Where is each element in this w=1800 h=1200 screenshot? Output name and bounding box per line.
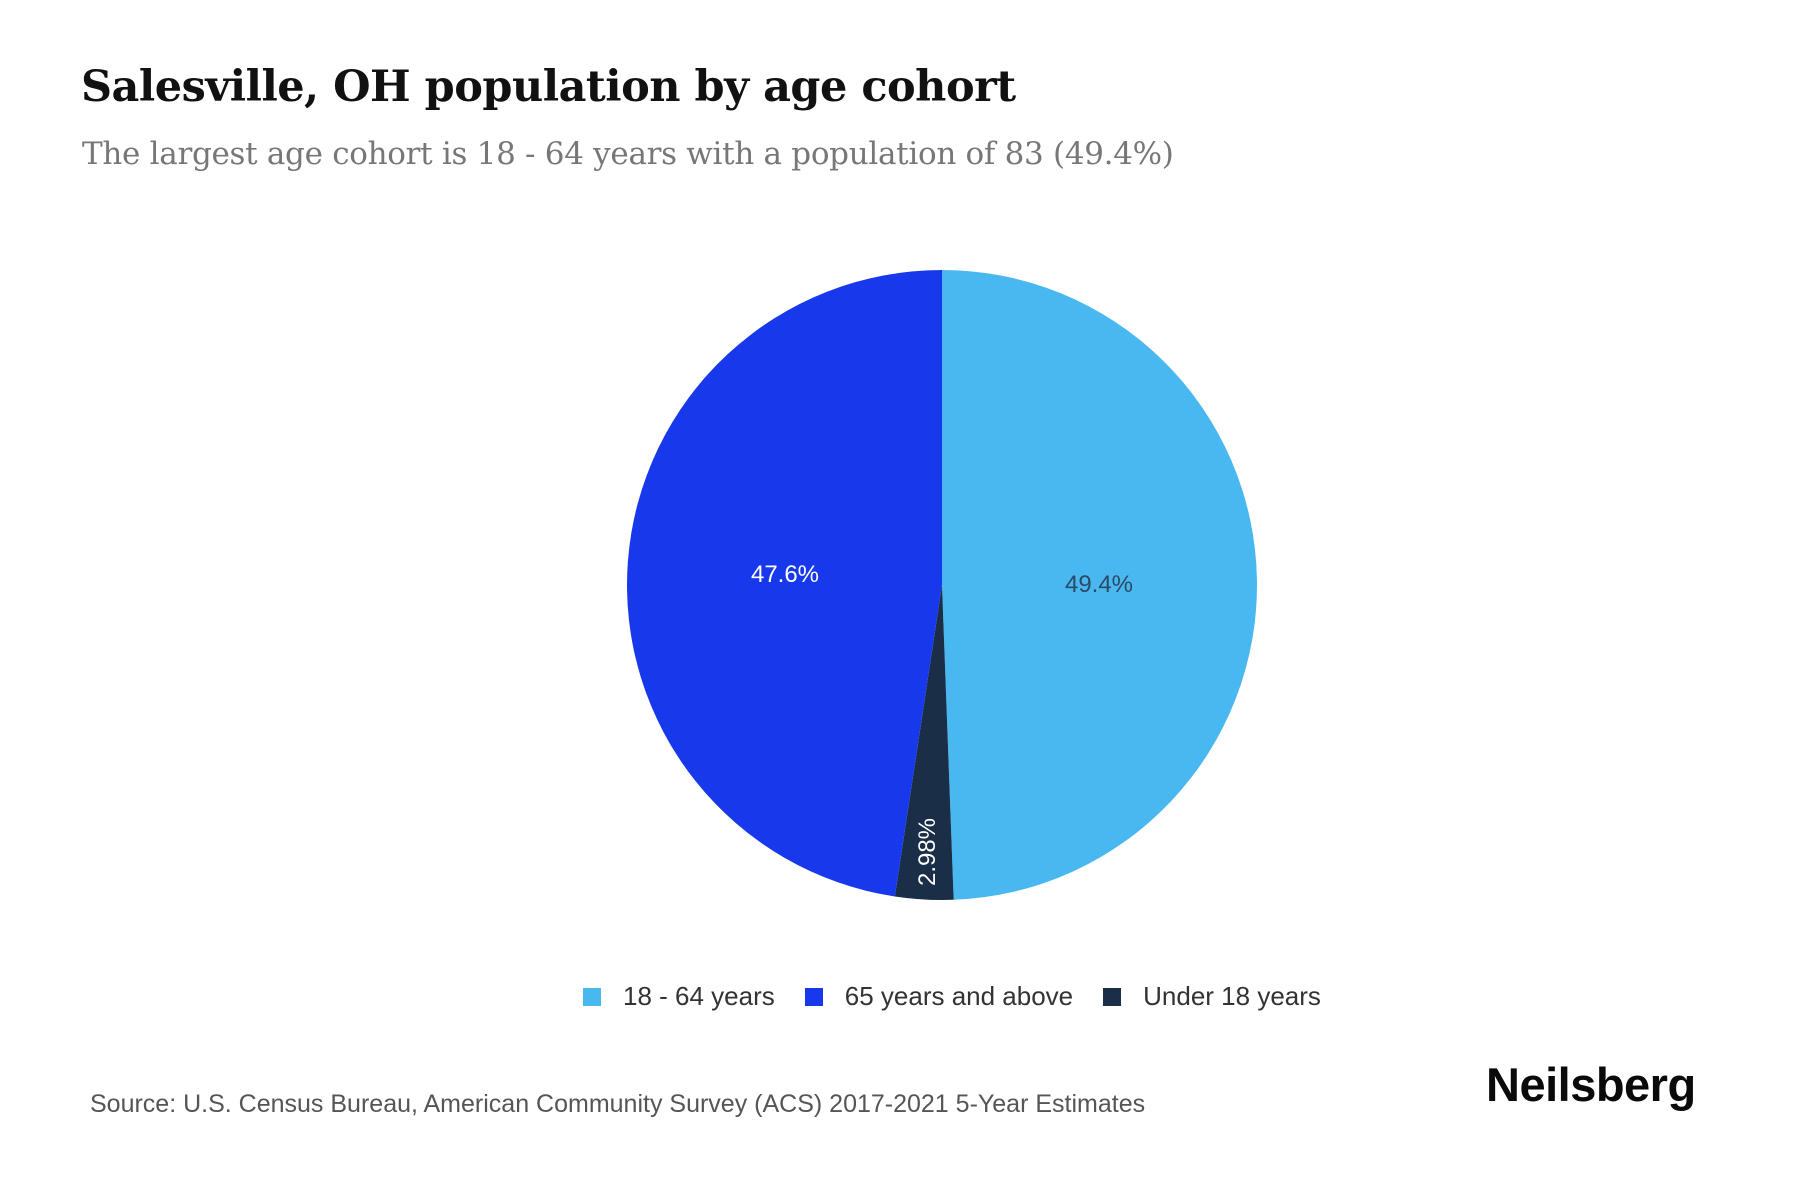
neilsberg-logo: Neilsberg [1486, 1058, 1696, 1111]
legend-item-under-18[interactable]: Under 18 years [1103, 981, 1321, 1012]
pie-slice-65-above[interactable] [627, 270, 942, 897]
legend-swatch-icon [1103, 987, 1122, 1006]
legend-label: 65 years and above [844, 981, 1074, 1011]
chart-legend: 18 - 64 years 65 years and above Under 1… [583, 981, 1351, 1012]
chart-subtitle: The largest age cohort is 18 - 64 years … [82, 136, 1174, 172]
legend-label: 18 - 64 years [623, 981, 775, 1011]
slice-label-65-above: 47.6% [751, 561, 819, 588]
pie-slices [627, 270, 1257, 900]
legend-item-18-64[interactable]: 18 - 64 years [583, 981, 775, 1012]
source-note: Source: U.S. Census Bureau, American Com… [90, 1090, 1146, 1118]
slice-label-under-18: 2.98% [914, 818, 941, 886]
pie-slice-under-18[interactable] [894, 585, 954, 900]
legend-swatch-icon [583, 987, 601, 1006]
legend-item-65-above[interactable]: 65 years and above [804, 981, 1074, 1012]
legend-swatch-icon [804, 987, 823, 1006]
legend-label: Under 18 years [1143, 981, 1321, 1011]
chart-title: Salesville, OH population by age cohort [81, 62, 1016, 112]
slice-label-18-64: 49.4% [1065, 571, 1133, 598]
pie-slice-18-64[interactable] [942, 270, 1257, 900]
